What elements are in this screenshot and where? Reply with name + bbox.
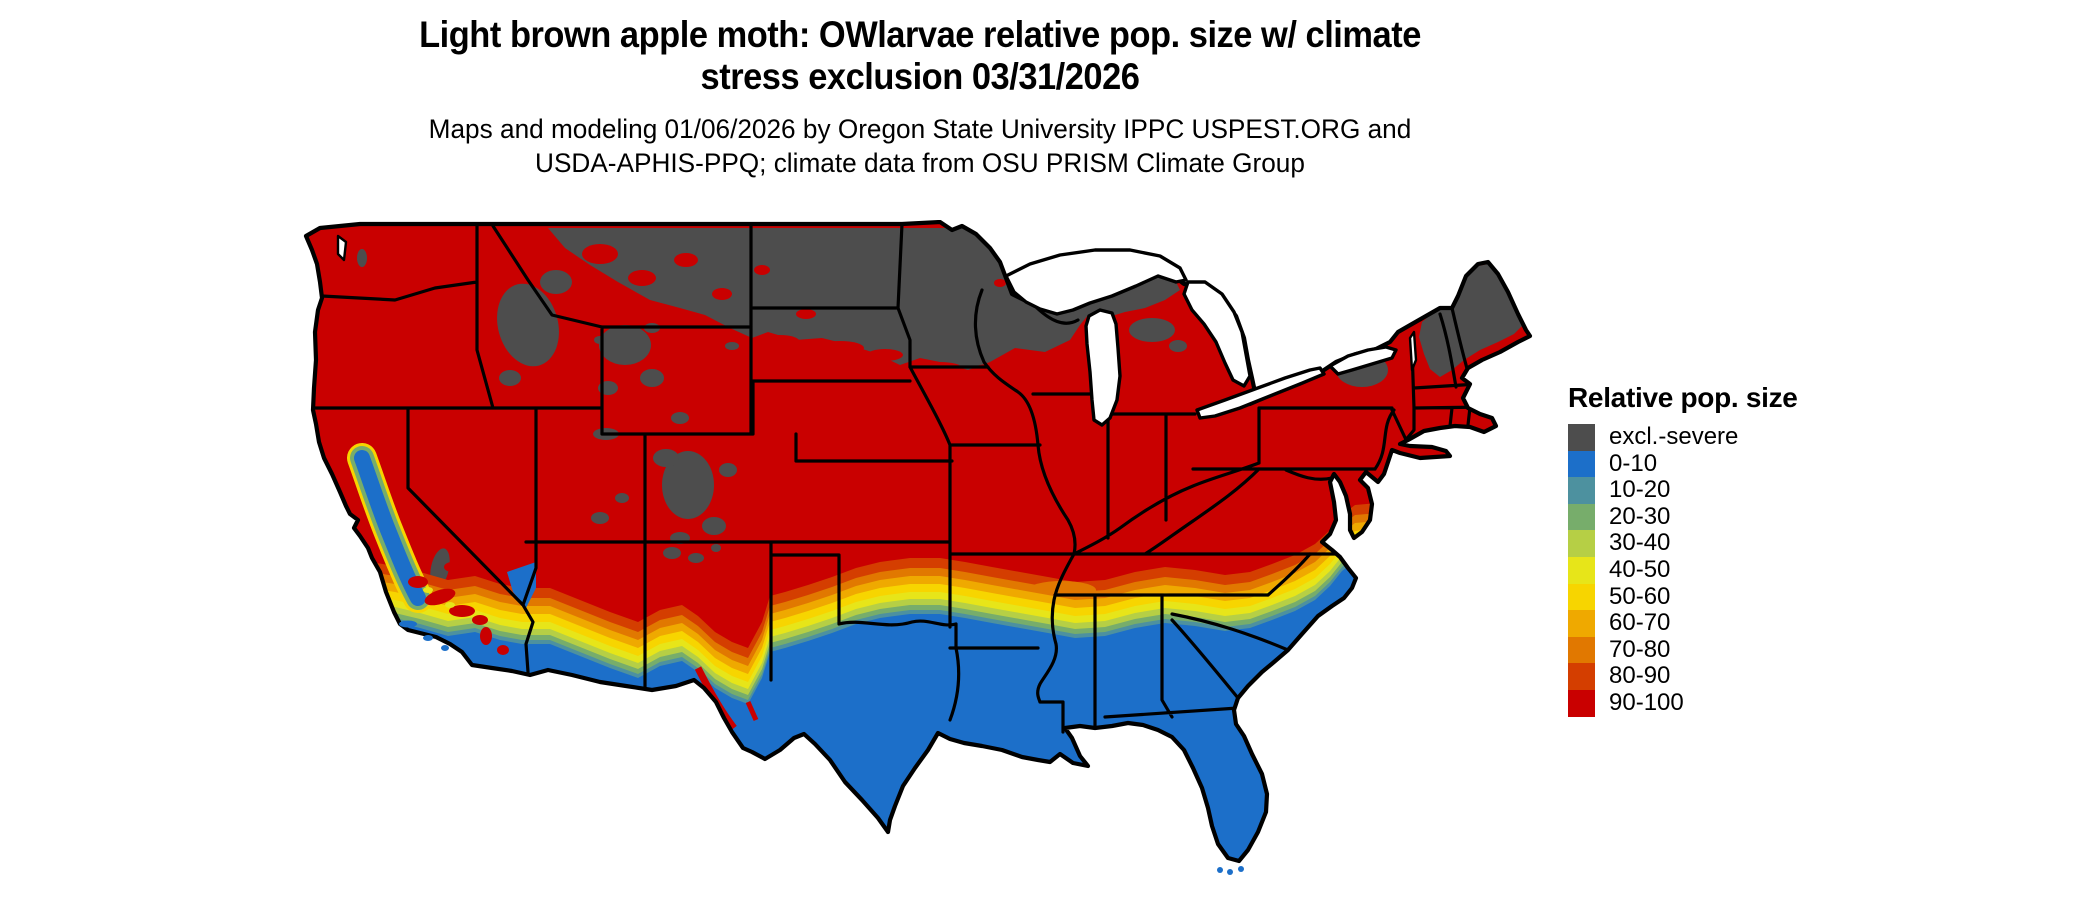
legend-label: excl.-severe [1609,423,1739,450]
page-title: Light brown apple moth: OWlarvae relativ… [343,14,1496,98]
legend-swatch [1568,583,1595,611]
lake-erie [1195,366,1326,420]
page-subtitle: Maps and modeling 01/06/2026 by Oregon S… [319,112,1522,180]
legend-swatch [1568,636,1595,664]
fill-red-speckles [582,244,1008,376]
legend-label: 40-50 [1609,555,1671,583]
us-climate-map [300,219,1550,892]
legend-swatch [1568,503,1595,531]
legend-label: 20-30 [1609,502,1671,530]
map-fill-layers [306,222,1530,861]
map-legend: Relative pop. size excl.-severe 0-10 10-20… [1568,382,1798,717]
legend-swatch [1568,556,1595,584]
title-line-2: stress exclusion 03/31/2026 [700,56,1140,97]
legend-swatch [1568,530,1595,557]
us-map-svg [303,219,1533,875]
legend-swatch [1568,424,1595,451]
fill-excluded-gray [357,228,1522,588]
lake-huron [1182,280,1252,388]
legend-swatch [1568,450,1595,478]
legend-title: Relative pop. size [1568,382,1798,413]
legend-label: 70-80 [1609,635,1671,663]
legend-item: 80-90 [1568,663,1798,690]
legend-label: 50-60 [1609,582,1671,610]
legend-rows: excl.-severe 0-10 10-20 20-30 30-40 40-50 50-6… [1568,423,1798,717]
legend-item: 40-50 [1568,555,1798,584]
lake-champlain [1408,330,1418,372]
legend-swatch [1568,663,1595,690]
subtitle-line-1: Maps and modeling 01/06/2026 by Oregon S… [428,114,1412,144]
legend-label: 80-90 [1609,662,1671,690]
state-borders [311,222,1490,734]
legend-item: excl.-severe [1568,423,1798,451]
legend-swatch [1568,689,1595,717]
legend-swatch [1568,477,1595,504]
lake-superior [1004,248,1188,316]
legend-item: 10-20 [1568,477,1798,504]
legend-label: 10-20 [1609,476,1671,504]
map-header: Light brown apple moth: OWlarvae relativ… [300,14,1540,180]
legend-item: 50-60 [1568,582,1798,611]
legend-label: 30-40 [1609,529,1671,557]
legend-item: 70-80 [1568,635,1798,664]
legend-label: 90-100 [1609,688,1684,716]
legend-item: 30-40 [1568,530,1798,557]
great-lakes [336,234,1418,427]
fill-southwest-extras [347,443,759,731]
subtitle-line-2: USDA-APHIS-PPQ; climate data from OSU PR… [535,148,1305,178]
legend-label: 0-10 [1609,449,1658,477]
lake-michigan [1084,308,1122,427]
title-line-1: Light brown apple moth: OWlarvae relativ… [419,14,1421,55]
puget-sound [336,234,348,262]
legend-label: 60-70 [1609,609,1671,637]
lake-ontario [1328,345,1398,376]
legend-item: 90-100 [1568,688,1798,717]
legend-swatch [1568,610,1595,637]
offshore-islands [399,620,1244,875]
legend-item: 0-10 [1568,449,1798,478]
legend-item: 20-30 [1568,502,1798,531]
legend-item: 60-70 [1568,610,1798,637]
